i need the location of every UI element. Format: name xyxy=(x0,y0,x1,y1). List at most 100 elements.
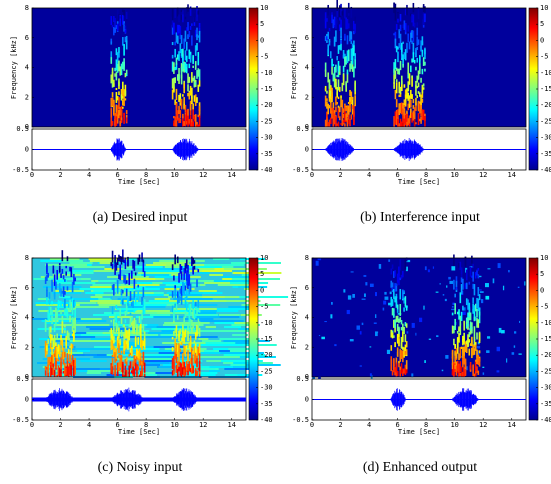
spectrogram-texture xyxy=(66,358,69,361)
spectrogram-texture xyxy=(477,287,480,297)
spectrogram-texture xyxy=(403,299,405,304)
spectrogram-texture xyxy=(179,25,182,35)
spectrogram-texture xyxy=(404,49,407,61)
spectrogram-texture xyxy=(335,106,337,113)
spectrogram-texture xyxy=(347,101,350,104)
y-tick-label: 2 xyxy=(305,93,309,101)
spectrogram-texture xyxy=(384,296,389,300)
spectrogram-texture xyxy=(393,358,395,370)
spectrogram-texture xyxy=(124,36,127,43)
spectrogram-texture xyxy=(401,55,403,59)
spectrogram-texture xyxy=(395,45,398,53)
spectrogram-texture xyxy=(346,72,349,83)
spectrogram-texture xyxy=(92,284,121,286)
spectrogram-texture xyxy=(132,328,134,333)
spectrogram-texture xyxy=(337,96,340,99)
spectrogram-texture xyxy=(184,329,187,338)
spectrogram-texture xyxy=(125,110,128,115)
spectrogram-texture xyxy=(99,262,113,264)
spectrogram-texture xyxy=(62,368,100,370)
spectrogram-texture xyxy=(136,367,138,377)
spectrogram-texture xyxy=(179,341,182,345)
spectrogram-texture xyxy=(456,370,459,374)
spectrogram-texture xyxy=(410,108,412,118)
spectrogram-texture xyxy=(219,338,260,340)
spectrogram-texture xyxy=(53,325,56,332)
y-tick-label: 8 xyxy=(305,4,309,12)
spectrogram-texture xyxy=(416,22,419,27)
spectrogram-texture xyxy=(189,283,192,292)
spectrogram-texture xyxy=(120,350,123,354)
spectrogram-texture xyxy=(336,56,338,61)
spectrogram-texture xyxy=(404,94,407,103)
spectrogram-texture xyxy=(120,118,123,123)
spectrogram-texture xyxy=(399,366,402,371)
spectrogram-texture xyxy=(182,281,184,294)
spectrogram-texture xyxy=(179,93,182,100)
spectrogram-texture xyxy=(477,267,480,271)
spectrogram-texture xyxy=(215,366,254,368)
spectrogram-texture xyxy=(76,334,121,336)
spectrogram-texture xyxy=(412,105,415,109)
spectrogram-texture xyxy=(65,368,67,375)
spectrogram-texture xyxy=(459,261,462,270)
spectrogram-texture xyxy=(126,266,163,268)
spectrogram-texture xyxy=(175,110,178,121)
spectrogram-texture xyxy=(95,294,135,296)
spectrogram-texture xyxy=(474,371,477,375)
spectrogram-texture xyxy=(65,335,67,338)
spectrogram-texture xyxy=(176,362,179,367)
spectrogram-texture xyxy=(127,300,129,306)
spectrogram-texture xyxy=(337,105,340,108)
x-tick-label: 12 xyxy=(479,421,487,429)
spectrogram-texture xyxy=(74,313,76,318)
spectrogram-texture xyxy=(196,70,198,79)
spectrogram-texture xyxy=(175,114,178,127)
spectrogram-texture xyxy=(444,298,447,302)
spectrogram-texture xyxy=(49,365,52,377)
x-tick-label: 12 xyxy=(479,171,487,179)
spectrogram-texture xyxy=(401,50,403,60)
spectrogram-texture xyxy=(196,358,198,368)
spectrogram-texture xyxy=(403,297,405,300)
spectrogram-texture xyxy=(415,97,417,106)
spectrogram-texture xyxy=(197,57,200,66)
spectrogram-texture xyxy=(61,268,64,274)
spectrogram-texture xyxy=(64,309,66,316)
spectrogram-texture xyxy=(118,327,120,339)
spectrogram-texture xyxy=(111,358,114,370)
spectrogram-texture xyxy=(467,299,469,310)
spectrogram-texture xyxy=(312,376,316,380)
spectrogram-texture xyxy=(460,277,463,283)
spectrogram-texture xyxy=(453,325,455,334)
spectrogram-texture xyxy=(131,270,133,279)
spectrogram-texture xyxy=(369,373,372,377)
spectrogram-texture xyxy=(197,320,244,322)
spectrogram-texture xyxy=(471,347,473,359)
spectrogram-texture xyxy=(421,110,424,120)
colorbar-tick-label: -35 xyxy=(260,400,273,408)
spectrogram-texture xyxy=(179,118,182,124)
spectrogram-texture xyxy=(105,302,145,304)
spectrogram-texture xyxy=(47,339,50,344)
spectrogram-texture xyxy=(176,344,179,353)
spectrogram-texture xyxy=(338,65,341,74)
spectrogram-texture xyxy=(143,331,146,339)
y-tick-label: 6 xyxy=(305,34,309,42)
spectrogram-texture xyxy=(184,296,187,308)
spectrogram-texture xyxy=(412,52,415,63)
spectrogram-texture xyxy=(65,265,67,269)
spectrogram-texture xyxy=(394,70,397,79)
spectrogram-texture xyxy=(134,320,137,327)
spectrogram-texture xyxy=(402,120,404,127)
spectrogram-texture xyxy=(415,80,417,89)
spectrogram-texture xyxy=(179,348,182,352)
spectrogram-texture xyxy=(326,101,328,109)
colorbar-tick-label: -25 xyxy=(540,117,551,125)
spectrogram-texture xyxy=(462,347,464,359)
spectrogram-texture xyxy=(404,258,407,270)
spectrogram-texture xyxy=(189,26,192,30)
spectrogram-texture xyxy=(197,124,200,127)
spectrogram-texture xyxy=(52,341,55,350)
spectrogram-texture xyxy=(69,302,97,304)
